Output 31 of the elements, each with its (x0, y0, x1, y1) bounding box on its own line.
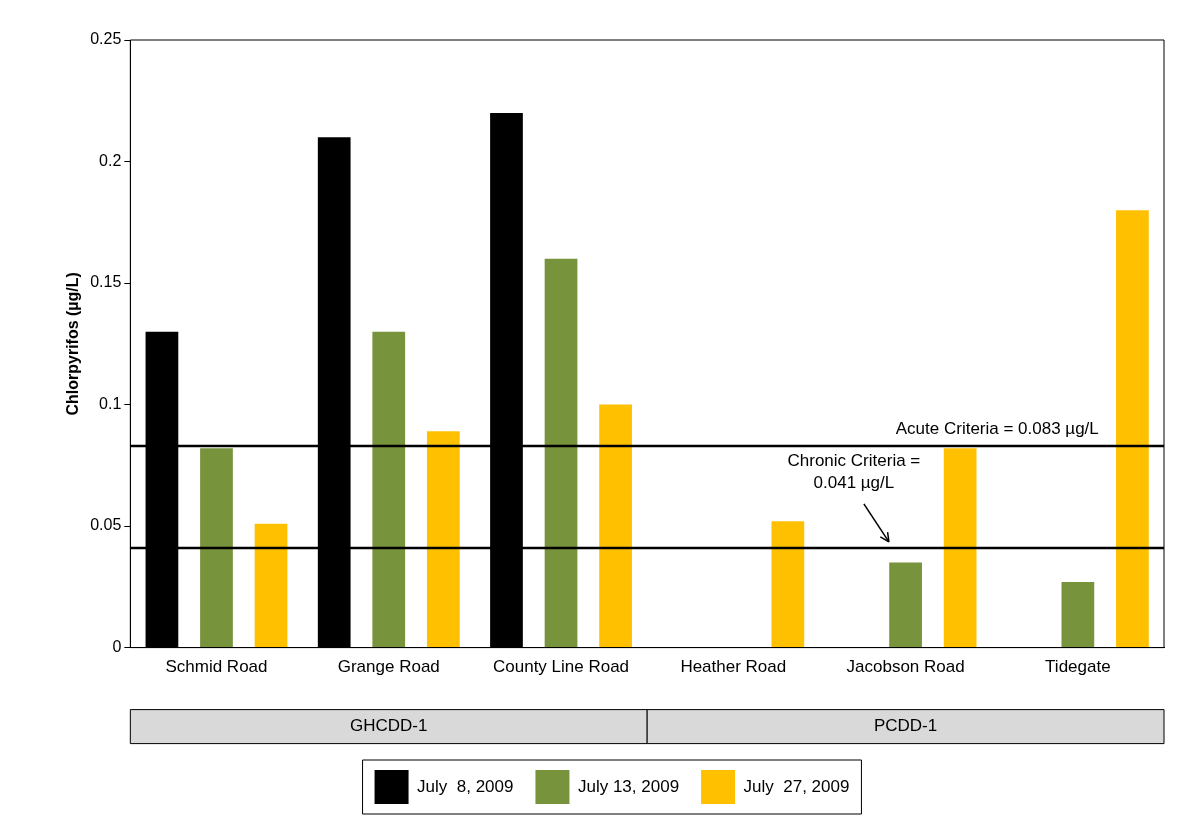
legend-label: July 8, 2009 (417, 776, 514, 796)
bar (200, 448, 233, 648)
x-tick-label: Heather Road (680, 657, 787, 677)
bar (599, 404, 632, 648)
bar (372, 331, 406, 648)
bar (1061, 581, 1095, 648)
bar (1116, 210, 1149, 648)
x-tick-label: County Line Road (492, 657, 630, 677)
y-tick-label: 0.05 (90, 516, 122, 534)
bar (943, 448, 977, 648)
bar (771, 521, 805, 648)
x-tick-label: Grange Road (337, 657, 440, 677)
bar (426, 431, 460, 648)
x-tick-label: Tidegate (1045, 657, 1111, 677)
ref-line-label: Chronic Criteria = 0.041 µg/L (787, 451, 921, 493)
text: PCDD-1 (873, 716, 938, 736)
y-tick-label: 0.25 (90, 30, 122, 48)
text: GHCDD-1 (350, 716, 428, 736)
y-tick-label: 0.1 (99, 394, 122, 412)
legend-label: July 27, 2009 (743, 776, 850, 796)
y-tick-label: 0.15 (90, 273, 122, 291)
y-tick-label: 0 (112, 638, 122, 656)
bar (254, 523, 288, 648)
x-tick-label: Jacobson Road (846, 657, 965, 677)
y-axis-title: Chlorpyrifos (µg/L) (64, 272, 82, 416)
x-tick-label: Schmid Road (165, 657, 268, 677)
bar (889, 562, 922, 648)
y-tick-label: 0.2 (99, 151, 122, 169)
bar (544, 258, 578, 648)
ref-line-label: Acute Criteria = 0.083 µg/L (895, 419, 1099, 439)
legend-label: July 13, 2009 (577, 776, 680, 796)
